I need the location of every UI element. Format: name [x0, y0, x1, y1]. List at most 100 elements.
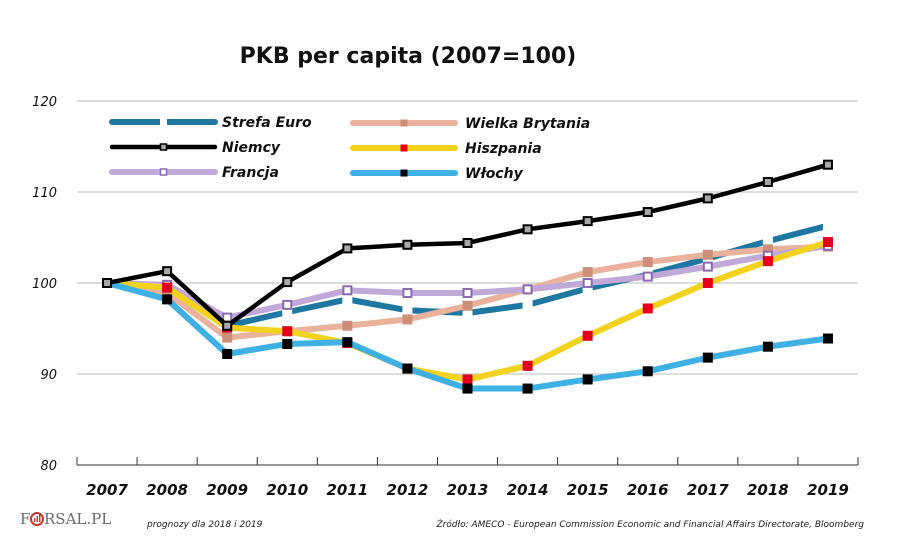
x-tick-label: 2010 [266, 481, 308, 499]
logo-prefix: F [20, 510, 30, 528]
legend: Strefa Euro Niemcy Francja Wielka Brytania H… [109, 115, 590, 182]
data-point [342, 243, 353, 254]
chart-title: PKB per capita (2007=100) [240, 44, 577, 69]
data-point [462, 237, 473, 248]
x-tick-label: 2009 [206, 481, 248, 499]
data-point [702, 249, 713, 260]
data-point [162, 282, 173, 293]
data-point [642, 303, 653, 314]
data-point [702, 261, 713, 272]
data-point [402, 239, 413, 250]
legend-label: Strefa Euro [222, 115, 312, 131]
data-point [282, 299, 293, 310]
data-point [462, 374, 473, 385]
data-point [822, 220, 833, 231]
data-point [342, 337, 353, 348]
data-point [342, 320, 353, 331]
legend-marker [400, 119, 408, 127]
series-group [102, 159, 833, 394]
x-tick-label: 2012 [387, 481, 429, 499]
data-point [402, 288, 413, 299]
series-line [104, 280, 831, 392]
legend-item: Hiszpania [350, 141, 542, 157]
data-point [462, 308, 473, 319]
legend-marker [159, 143, 168, 151]
data-point [762, 256, 773, 267]
x-tick-label: 2018 [747, 481, 789, 499]
data-point [642, 366, 653, 377]
series-wlochy [102, 278, 833, 394]
legend-label: Francja [222, 165, 279, 181]
data-point [822, 159, 833, 170]
footer: F RSAL.PL prognozy dla 2018 i 2019 Źródł… [20, 510, 864, 530]
data-point [462, 288, 473, 299]
x-tick-label: 2019 [807, 481, 849, 499]
x-axis: 2007 2008 2009 2010 2011 2012 2013 2014 2015 2016… [76, 457, 859, 499]
source-note: Źródło: AMECO - European Commission Econ… [435, 518, 864, 530]
data-point [522, 284, 533, 295]
data-point [582, 267, 593, 278]
data-point [702, 352, 713, 363]
y-tick-label: 110 [32, 186, 57, 201]
data-point [762, 341, 773, 352]
data-point [762, 244, 773, 255]
data-point [822, 333, 833, 344]
x-tick-label: 2013 [447, 481, 489, 499]
x-tick-label: 2011 [326, 481, 368, 499]
data-point [642, 257, 653, 268]
y-tick-label: 100 [32, 277, 57, 292]
legend-marker [400, 169, 408, 177]
data-point [582, 216, 593, 227]
data-point [282, 307, 293, 318]
data-point [282, 338, 293, 349]
x-tick-label: 2015 [567, 481, 609, 499]
data-point [102, 278, 113, 288]
data-point [582, 283, 593, 294]
data-point [402, 314, 413, 325]
y-tick-label: 80 [40, 459, 57, 474]
y-axis: 80 90 100 110 120 [32, 95, 57, 474]
legend-item: Włochy [350, 166, 524, 182]
data-point [582, 278, 593, 288]
data-point [342, 285, 353, 296]
forsal-logo[interactable]: F RSAL.PL [20, 510, 111, 528]
series-francja [102, 240, 833, 323]
data-point [522, 224, 533, 235]
data-point [522, 299, 533, 310]
data-point [822, 237, 833, 248]
x-tick-label: 2014 [507, 481, 549, 499]
series-niemcy [102, 159, 833, 331]
data-point [642, 207, 653, 218]
data-point [702, 193, 713, 204]
data-point [582, 374, 593, 385]
legend-label: Niemcy [222, 140, 281, 156]
legend-marker [160, 118, 167, 126]
data-point [342, 294, 353, 305]
legend-item: Strefa Euro [109, 115, 312, 131]
data-point [282, 277, 293, 288]
data-point [702, 278, 713, 288]
legend-item: Francja [109, 165, 279, 181]
x-tick-label: 2017 [687, 481, 729, 499]
legend-label: Wielka Brytania [465, 116, 590, 132]
y-tick-label: 90 [40, 368, 57, 383]
x-tick-label: 2008 [146, 481, 188, 499]
data-point [522, 360, 533, 371]
x-tick-label: 2016 [627, 481, 669, 499]
forecast-note: prognozy dla 2018 i 2019 [146, 520, 263, 530]
logo-suffix: RSAL.PL [44, 510, 111, 528]
data-point [642, 271, 653, 282]
legend-marker [400, 144, 408, 152]
data-point [762, 176, 773, 187]
y-tick-label: 120 [32, 95, 57, 110]
legend-item: Niemcy [109, 140, 281, 156]
grid [77, 100, 858, 375]
data-point [462, 300, 473, 311]
data-point [162, 294, 173, 305]
data-point [162, 288, 173, 299]
legend-label: Hiszpania [465, 141, 542, 157]
data-point [522, 383, 533, 394]
legend-item: Wielka Brytania [350, 116, 590, 132]
data-point [402, 363, 413, 374]
